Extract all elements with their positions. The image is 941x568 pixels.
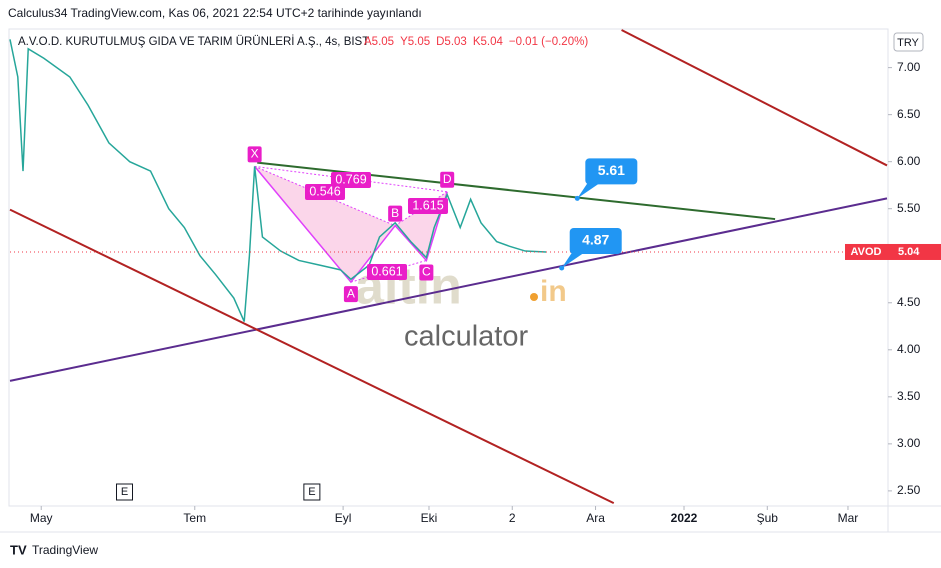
ratio-box: [367, 264, 407, 280]
y-tick-label: 3.50: [897, 389, 921, 403]
currency-box: [893, 32, 924, 52]
pattern-point-label: D: [443, 172, 452, 186]
x-tick-label: Eki: [421, 511, 438, 525]
pattern-point-box: [343, 286, 358, 303]
callout-pointer: [577, 183, 600, 199]
pattern-point-label: C: [422, 265, 431, 279]
pattern-point-label: X: [251, 147, 259, 161]
currency: TRY: [897, 37, 919, 49]
pattern-point-box: [247, 146, 262, 163]
price-line: [9, 39, 547, 322]
y-tick-label: 7.00: [897, 60, 921, 74]
x-tick-label: Eyl: [335, 511, 352, 525]
ohlc-value: A5.05: [364, 36, 394, 48]
x-tick-label: Tem: [183, 511, 206, 525]
pattern-fill: [254, 166, 396, 283]
pattern-point-box: [440, 171, 455, 188]
trendline: [9, 208, 615, 505]
ratio-label: 0.546: [309, 184, 340, 198]
watermark: calculator: [404, 321, 528, 353]
ohlc-value: Y5.05: [400, 36, 430, 48]
ratio-box: [305, 184, 345, 200]
callout-box: [569, 227, 622, 254]
x-tick-label: May: [30, 511, 53, 525]
event-label: E: [308, 486, 315, 498]
header: Calculus34 TradingView.com, Kas 06, 2021…: [8, 6, 422, 20]
callout-box: [585, 158, 638, 185]
trendline: [621, 29, 888, 167]
ratio-box: [408, 198, 448, 214]
pattern-point-label: B: [391, 206, 399, 220]
y-tick-label: 6.50: [897, 107, 921, 121]
watermark: in: [540, 275, 567, 308]
symbol-title: A.V.O.D. KURUTULMUŞ GIDA VE TARIM ÜRÜNLE…: [18, 35, 369, 48]
pattern-ratio-line: [350, 259, 427, 283]
pattern-point-box: [388, 205, 403, 222]
y-tick-label: 4.50: [897, 295, 921, 309]
y-tick-label: 6.00: [897, 154, 921, 168]
ohlc-value: K5.04: [473, 36, 504, 48]
last-price-name: AVOD: [851, 246, 882, 258]
y-tick-label: 5.50: [897, 201, 921, 215]
event-label: E: [121, 486, 128, 498]
logo: TV: [10, 542, 27, 557]
x-tick-label: 2: [509, 511, 516, 525]
event-marker: [303, 483, 321, 501]
y-tick-label: 4.00: [897, 342, 921, 356]
ohlc-value: −0.01 (−0.20%): [509, 36, 588, 48]
pattern-point-label: A: [347, 286, 355, 300]
pattern-point-box: [419, 264, 434, 281]
watermark-dot: [530, 293, 538, 301]
x-tick-label: 2022: [671, 511, 698, 525]
ratio-label: 0.661: [371, 264, 402, 278]
ratio-label: 0.769: [335, 172, 366, 186]
footer: TradingView: [32, 543, 98, 557]
callout-label: 5.61: [598, 162, 625, 178]
trendline: [9, 197, 888, 382]
event-marker: [116, 483, 134, 501]
y-tick-label: 3.00: [897, 436, 921, 450]
y-tick-label: 2.50: [897, 483, 921, 497]
callout-pointer: [561, 252, 584, 268]
ohlc-value: D5.03: [436, 36, 467, 48]
x-tick-label: Mar: [838, 511, 859, 525]
last-price-label: 5.04: [898, 246, 920, 258]
ratio-label: 1.615: [412, 198, 443, 212]
x-tick-label: Ara: [586, 511, 605, 525]
x-tick-label: Şub: [757, 511, 779, 525]
last-price-box: [845, 243, 941, 260]
callout-label: 4.87: [582, 232, 609, 248]
